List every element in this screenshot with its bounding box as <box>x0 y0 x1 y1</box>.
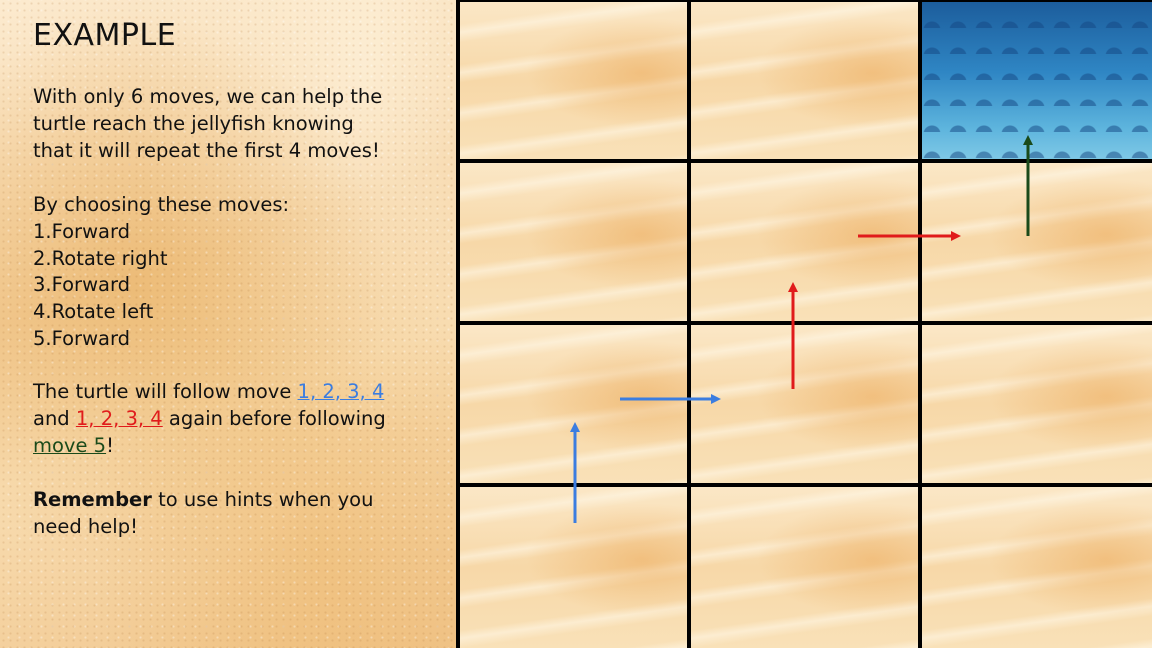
sand-texture <box>0 0 456 648</box>
remember-text: to use hints when you <box>151 488 374 511</box>
sand-cell <box>922 163 1152 321</box>
green-move-link[interactable]: move 5 <box>33 433 107 457</box>
sand-cell <box>460 325 687 483</box>
sand-cell <box>691 487 918 648</box>
sand-cell <box>922 325 1152 483</box>
move-item: 4.Rotate left <box>33 300 154 324</box>
follow-line-3: move 5! <box>33 433 386 460</box>
move-item: 2.Rotate right <box>33 246 168 270</box>
moves-section: By choosing these moves: 1.Forward 2.Rot… <box>33 192 289 353</box>
game-grid <box>456 0 1152 648</box>
remember-section: Remember to use hints when you need help… <box>33 487 373 541</box>
intro-line: that it will repeat the first 4 moves! <box>33 138 380 162</box>
follow-line-2: and 1, 2, 3, 4 again before following <box>33 406 386 433</box>
remember-line-1: Remember to use hints when you <box>33 487 373 514</box>
move-item: 3.Forward <box>33 273 131 297</box>
follow-text: again before following <box>162 406 386 430</box>
water-cell <box>922 2 1152 159</box>
follow-section: The turtle will follow move 1, 2, 3, 4 a… <box>33 379 386 459</box>
sand-cell <box>691 2 918 159</box>
remember-bold: Remember <box>33 488 152 511</box>
follow-text: The turtle will follow move <box>33 380 298 403</box>
red-moves-link[interactable]: 1, 2, 3, 4 <box>75 406 163 430</box>
sand-cell <box>460 2 687 159</box>
sand-cell <box>460 487 687 648</box>
sand-cell <box>691 325 918 483</box>
sand-cell <box>691 163 918 321</box>
sand-cell <box>460 163 687 321</box>
blue-moves-link[interactable]: 1, 2, 3, 4 <box>297 380 385 403</box>
intro-line: turtle reach the jellyfish knowing <box>33 111 354 135</box>
sand-cell <box>922 487 1152 648</box>
page-title: EXAMPLE <box>33 18 177 53</box>
move-item: 5.Forward <box>33 326 131 350</box>
moves-heading: By choosing these moves: <box>33 193 290 216</box>
instruction-panel: EXAMPLE With only 6 moves, we can help t… <box>0 0 456 648</box>
intro-line: With only 6 moves, we can help the <box>33 85 383 108</box>
follow-text: and <box>33 406 76 430</box>
remember-line-2: need help! <box>33 514 138 538</box>
follow-line-1: The turtle will follow move 1, 2, 3, 4 <box>33 379 386 406</box>
intro-text: With only 6 moves, we can help the turtl… <box>33 84 382 164</box>
follow-text: ! <box>106 433 114 457</box>
move-item: 1.Forward <box>33 219 131 243</box>
